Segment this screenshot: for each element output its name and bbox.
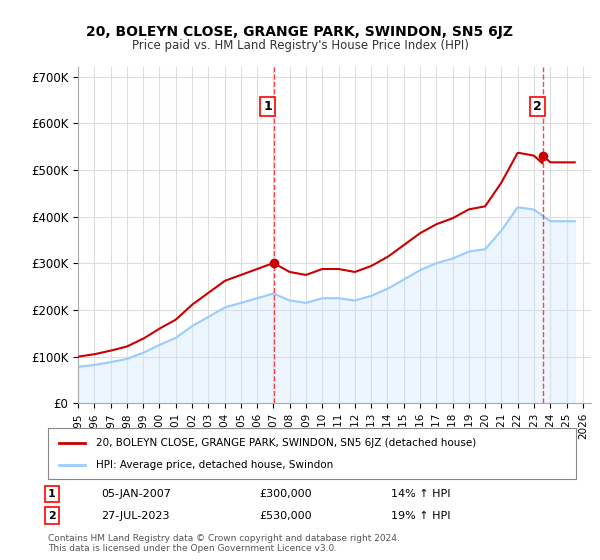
Text: 05-JAN-2007: 05-JAN-2007 bbox=[101, 489, 170, 499]
Text: 2: 2 bbox=[533, 100, 542, 113]
Text: 20, BOLEYN CLOSE, GRANGE PARK, SWINDON, SN5 6JZ (detached house): 20, BOLEYN CLOSE, GRANGE PARK, SWINDON, … bbox=[95, 437, 476, 447]
Text: Contains HM Land Registry data © Crown copyright and database right 2024.
This d: Contains HM Land Registry data © Crown c… bbox=[48, 534, 400, 553]
Text: 19% ↑ HPI: 19% ↑ HPI bbox=[391, 511, 451, 521]
Text: 20, BOLEYN CLOSE, GRANGE PARK, SWINDON, SN5 6JZ: 20, BOLEYN CLOSE, GRANGE PARK, SWINDON, … bbox=[86, 25, 514, 39]
Text: Price paid vs. HM Land Registry's House Price Index (HPI): Price paid vs. HM Land Registry's House … bbox=[131, 39, 469, 52]
Text: HPI: Average price, detached house, Swindon: HPI: Average price, detached house, Swin… bbox=[95, 460, 333, 470]
Text: 1: 1 bbox=[263, 100, 272, 113]
Text: 14% ↑ HPI: 14% ↑ HPI bbox=[391, 489, 451, 499]
Text: £300,000: £300,000 bbox=[259, 489, 312, 499]
Text: 2: 2 bbox=[48, 511, 56, 521]
Text: £530,000: £530,000 bbox=[259, 511, 312, 521]
Text: 27-JUL-2023: 27-JUL-2023 bbox=[101, 511, 169, 521]
Text: 1: 1 bbox=[48, 489, 56, 499]
